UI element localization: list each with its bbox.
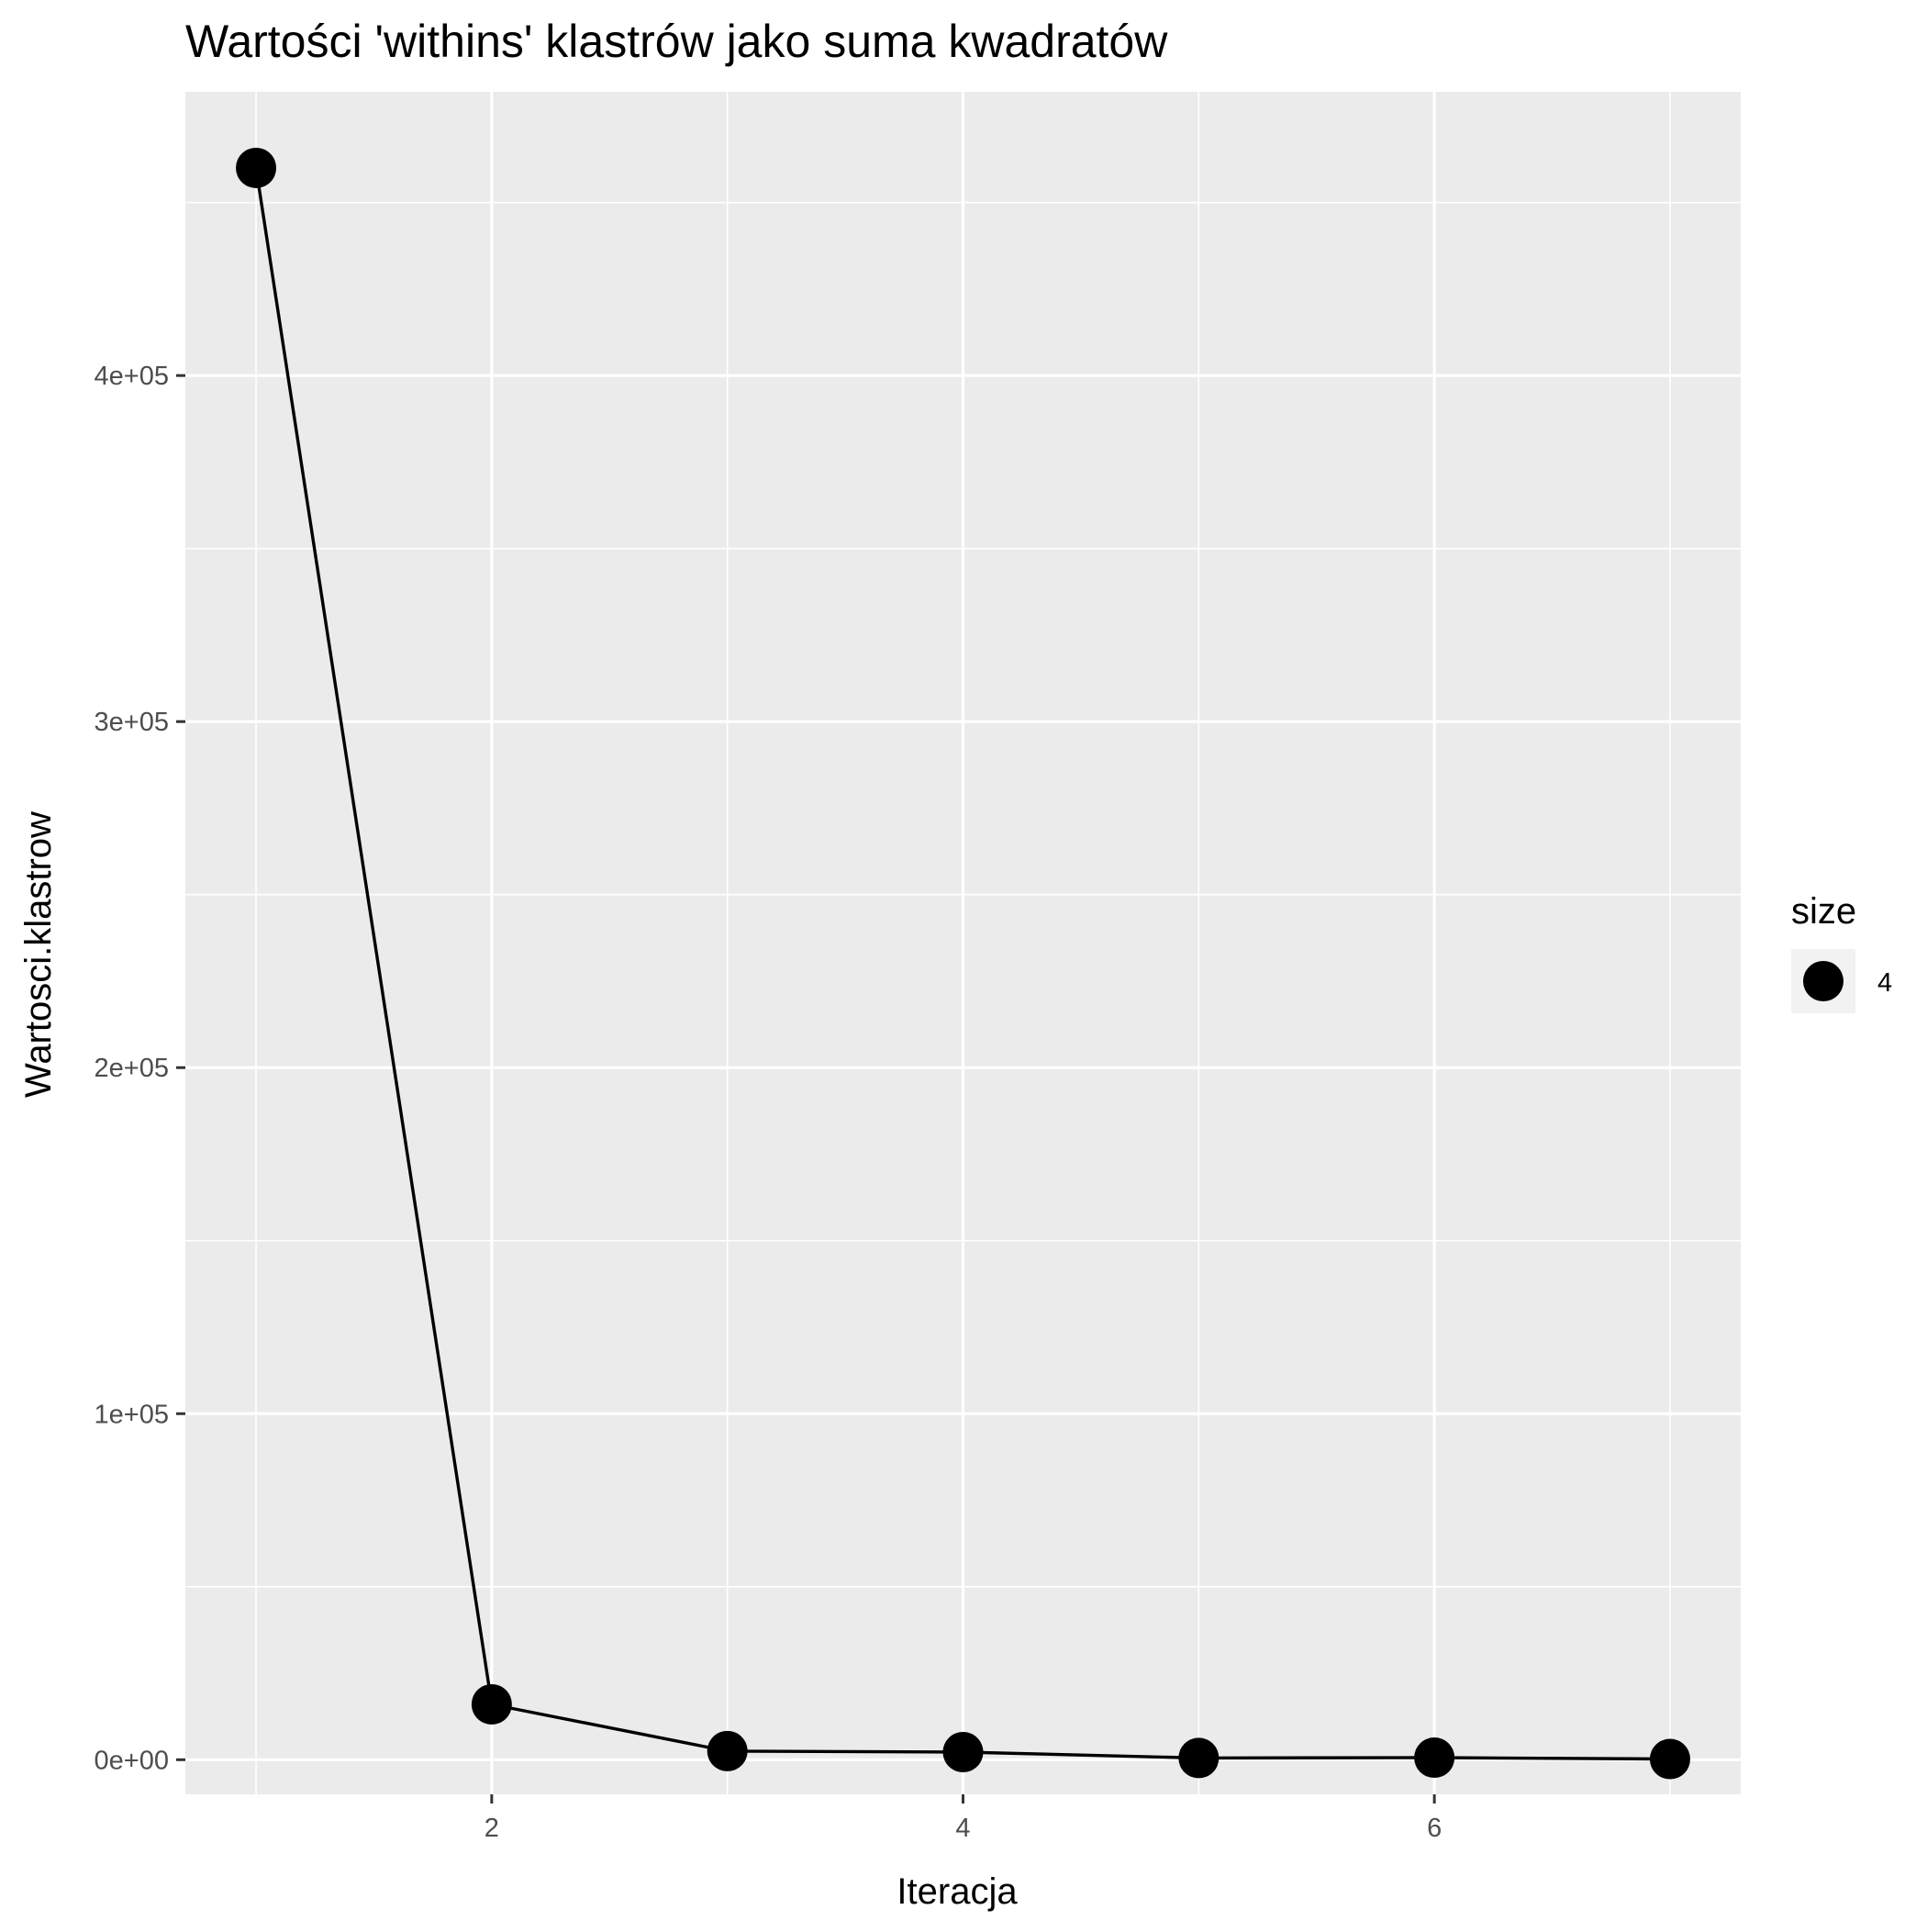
y-tick-label: 3e+05 bbox=[95, 708, 169, 737]
y-axis-title: Wartosci.klastrow bbox=[18, 811, 59, 1098]
data-point bbox=[471, 1683, 512, 1725]
x-tick-label: 4 bbox=[955, 1814, 970, 1843]
data-point bbox=[942, 1732, 984, 1773]
data-point bbox=[1178, 1737, 1220, 1779]
data-point bbox=[1649, 1738, 1690, 1780]
y-tick-label: 4e+05 bbox=[95, 362, 169, 391]
legend: size 4 bbox=[1791, 891, 1892, 1013]
data-point bbox=[707, 1730, 748, 1771]
y-tick-label: 0e+00 bbox=[95, 1746, 169, 1775]
data-points bbox=[236, 147, 1690, 1780]
x-tick-label: 2 bbox=[485, 1814, 499, 1843]
y-tick-label: 2e+05 bbox=[95, 1054, 169, 1083]
x-axis: 2 4 6 bbox=[485, 1794, 1442, 1843]
x-tick-label: 6 bbox=[1427, 1814, 1442, 1843]
legend-title: size bbox=[1791, 891, 1856, 932]
chart-title: Wartości 'withins' klastrów jako suma kw… bbox=[185, 16, 1168, 67]
data-point bbox=[1414, 1737, 1455, 1779]
y-axis: 0e+00 1e+05 2e+05 3e+05 4e+05 bbox=[95, 362, 185, 1775]
x-axis-title: Iteracja bbox=[897, 1871, 1018, 1912]
major-gridlines bbox=[185, 92, 1741, 1794]
y-tick-label: 1e+05 bbox=[95, 1400, 169, 1429]
data-point bbox=[236, 147, 277, 188]
legend-key-point bbox=[1803, 961, 1843, 1001]
legend-label: 4 bbox=[1877, 968, 1892, 998]
